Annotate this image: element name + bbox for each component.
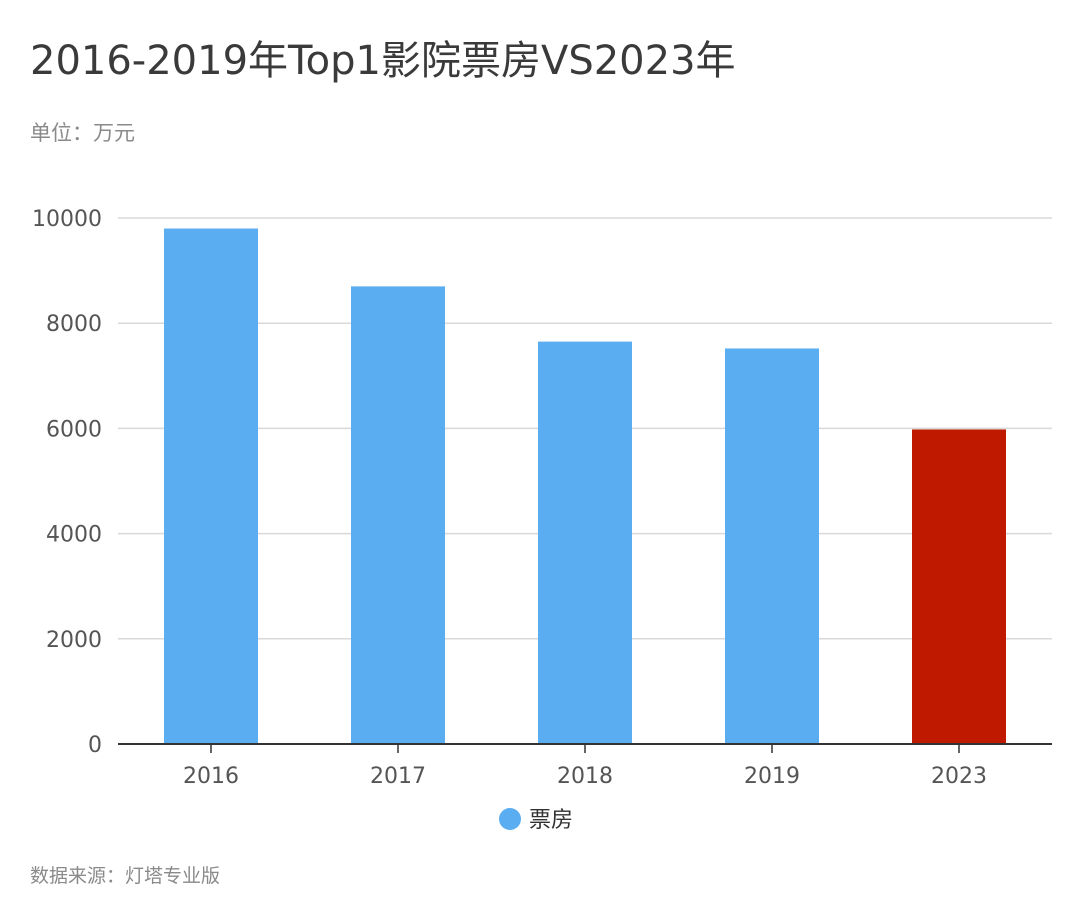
legend-label: 票房 xyxy=(529,808,573,833)
legend: 票房 xyxy=(499,808,573,833)
y-tick-label: 0 xyxy=(88,733,102,758)
y-tick-label: 10000 xyxy=(32,207,102,232)
bar-2018 xyxy=(538,341,632,744)
bar-2016 xyxy=(164,228,258,744)
unit-label: 单位：万元 xyxy=(30,121,135,145)
legend-marker xyxy=(499,808,521,830)
x-tick-label: 2017 xyxy=(370,764,426,789)
x-tick-label: 2018 xyxy=(557,764,613,789)
chart-title: 2016-2019年Top1影院票房VS2023年 xyxy=(30,38,736,84)
bar-2017 xyxy=(351,286,445,744)
bars xyxy=(164,228,1006,744)
y-tick-label: 4000 xyxy=(46,523,102,548)
data-source-note: 数据来源：灯塔专业版 xyxy=(30,865,221,887)
x-tick-label: 2019 xyxy=(744,764,800,789)
x-tick-label: 2023 xyxy=(931,764,987,789)
bar-2023 xyxy=(912,429,1006,744)
axes: 0 2000 4000 6000 8000 10000 2016 2017 2018 2019 20… xyxy=(32,207,1052,789)
y-tick-label: 8000 xyxy=(46,312,102,337)
y-tick-label: 6000 xyxy=(46,417,102,442)
y-tick-label: 2000 xyxy=(46,628,102,653)
x-tick-label: 2016 xyxy=(183,764,239,789)
bar-2019 xyxy=(725,348,819,744)
